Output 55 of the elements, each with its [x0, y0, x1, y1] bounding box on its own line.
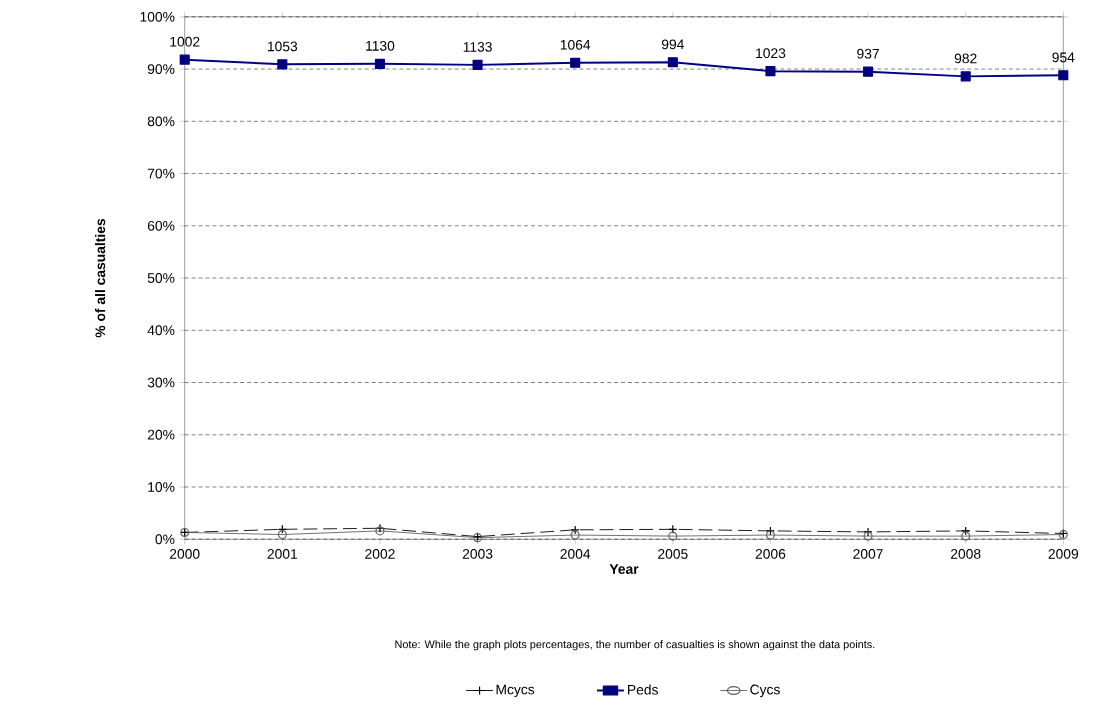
annotation: 1064 — [560, 39, 591, 50]
y-tick-label: 70% — [147, 168, 175, 179]
point — [961, 526, 971, 536]
y-tick-label: 40% — [147, 325, 175, 335]
annotation: 1002 — [170, 36, 200, 47]
point — [961, 531, 971, 541]
annotation: 1053 — [267, 41, 298, 52]
point — [570, 530, 580, 540]
point — [863, 527, 873, 537]
annotation: 994 — [661, 39, 684, 50]
y-tick-label: 30% — [147, 377, 175, 388]
point — [863, 531, 873, 541]
point — [570, 57, 581, 68]
x-tick-label: 2003 — [462, 548, 493, 559]
point — [179, 54, 190, 65]
point — [1058, 70, 1069, 81]
point — [668, 531, 678, 541]
legend-label: Mcycs — [496, 684, 535, 697]
point — [863, 66, 874, 77]
x-tick-label: 2009 — [1048, 548, 1079, 559]
point — [472, 59, 483, 70]
point — [667, 57, 678, 68]
annotation: 1133 — [463, 41, 492, 52]
x-tick-label: 2004 — [560, 548, 591, 559]
x-tick-label: 2007 — [853, 548, 883, 559]
point — [277, 59, 288, 70]
annotation: 954 — [1052, 52, 1075, 63]
x-tick-label: 2006 — [755, 548, 786, 559]
legend-label: Peds — [628, 684, 658, 695]
y-tick-label: 10% — [148, 481, 175, 492]
annotation: 937 — [857, 48, 879, 59]
x-tick-label: 2000 — [169, 548, 200, 559]
annotation: 982 — [954, 53, 977, 64]
y-axis-title: % of all casualties — [95, 218, 106, 338]
x-tick-label: 2005 — [658, 548, 688, 559]
x-tick-label: 2008 — [950, 548, 981, 559]
y-tick-label: 20% — [147, 429, 175, 440]
y-tick-label: 100% — [140, 11, 175, 22]
annotation: 1130 — [366, 40, 395, 51]
y-tick-label: 60% — [147, 220, 175, 231]
point — [374, 58, 385, 69]
x-tick-label: 2002 — [365, 548, 395, 559]
x-axis-title: Year — [609, 564, 639, 574]
point — [277, 529, 287, 539]
x-tick-label: 2001 — [267, 548, 298, 559]
legend-label: Cycs — [750, 684, 780, 697]
point — [765, 65, 776, 76]
point — [765, 530, 775, 540]
text: Note: While the graph plots percentages, the number of casualties is shown against the data points. — [395, 639, 875, 651]
y-tick-label: 80% — [147, 116, 175, 126]
point — [960, 71, 971, 82]
y-tick-label: 90% — [147, 63, 175, 74]
y-tick-label: 0% — [155, 534, 175, 544]
annotation: 1023 — [756, 48, 786, 58]
y-tick-label: 50% — [147, 272, 175, 283]
